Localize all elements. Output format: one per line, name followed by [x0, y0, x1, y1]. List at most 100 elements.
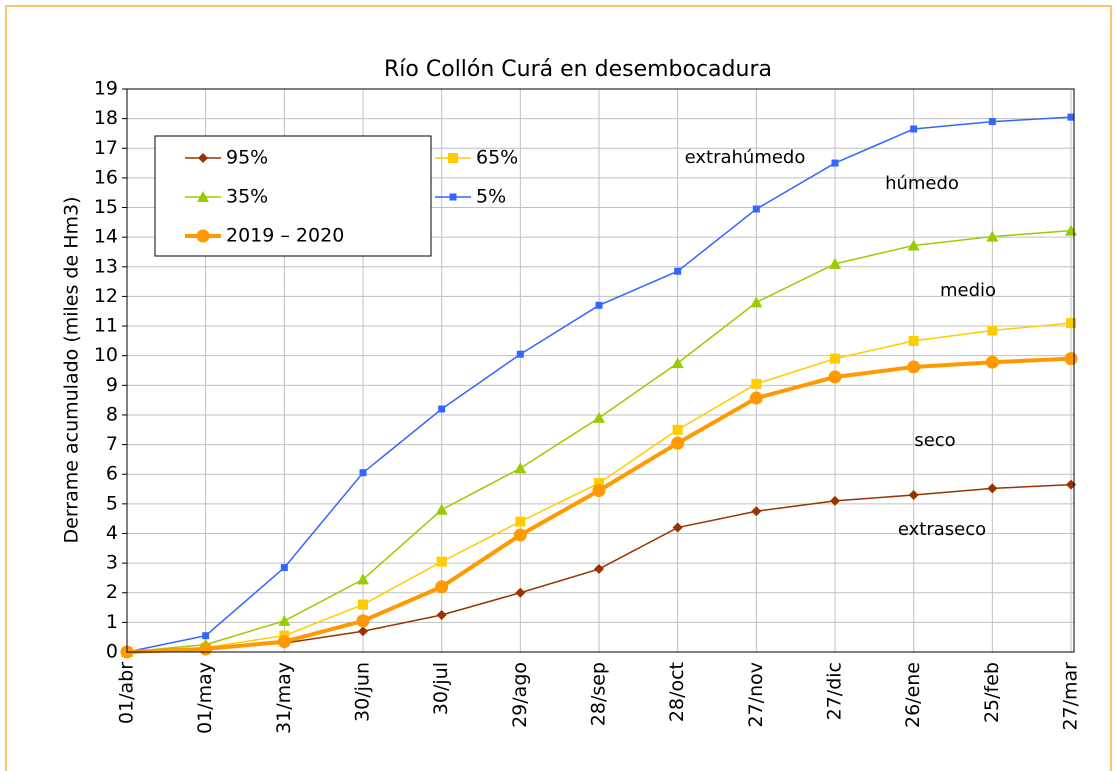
- point: [515, 516, 526, 527]
- point: [672, 522, 683, 533]
- y-tick-label: 11: [94, 315, 118, 337]
- y-tick-label: 5: [106, 492, 118, 514]
- point: [828, 370, 842, 384]
- point: [908, 335, 919, 346]
- point: [829, 257, 841, 269]
- point: [986, 230, 999, 242]
- point: [750, 296, 763, 308]
- annotation: húmedo: [885, 173, 959, 194]
- y-tick-label: 13: [94, 255, 118, 277]
- y-tick-label: 10: [94, 344, 118, 366]
- point: [357, 573, 369, 585]
- x-tick-label: 27/nov: [745, 662, 767, 728]
- y-tick-label: 14: [94, 226, 118, 248]
- point: [280, 564, 288, 572]
- x-tick-label: 25/feb: [981, 662, 1003, 723]
- point: [438, 405, 446, 413]
- y-tick-label: 0: [106, 641, 118, 663]
- x-tick-label: 29/ago: [509, 662, 531, 728]
- chart-title: Río Collón Curá en desembocadura: [384, 57, 772, 82]
- y-tick-label: 15: [94, 196, 118, 218]
- point: [356, 614, 370, 628]
- point: [907, 360, 921, 374]
- point: [594, 564, 604, 575]
- point: [202, 632, 210, 640]
- point: [198, 153, 208, 163]
- point: [593, 411, 605, 423]
- point: [671, 436, 685, 450]
- y-tick-label: 16: [94, 166, 118, 188]
- point: [358, 599, 368, 610]
- x-tick-label: 30/jul: [430, 662, 452, 715]
- y-tick-label: 7: [106, 433, 118, 455]
- legend-label: 5%: [476, 186, 506, 208]
- x-tick-label: 27/dic: [824, 662, 846, 720]
- point: [672, 424, 683, 435]
- point: [514, 462, 527, 474]
- point: [671, 357, 684, 369]
- point: [592, 484, 606, 498]
- point: [752, 205, 760, 213]
- point: [448, 153, 458, 163]
- point: [985, 355, 999, 369]
- point: [277, 635, 291, 649]
- point: [196, 229, 210, 243]
- point: [907, 239, 920, 251]
- plot-border: [126, 88, 1075, 653]
- y-tick-label: 8: [106, 403, 118, 425]
- legend-label: 35%: [226, 186, 268, 208]
- point: [436, 556, 447, 567]
- point: [449, 193, 457, 201]
- y-axis-label: Derrame acumulado (miles de Hm3): [61, 196, 83, 543]
- y-tick-label: 1: [106, 611, 118, 633]
- y-tick-label: 2: [106, 581, 118, 603]
- point: [830, 495, 840, 506]
- point: [594, 478, 604, 489]
- x-tick-label: 26/ene: [902, 662, 924, 728]
- point: [830, 353, 840, 364]
- point: [199, 642, 213, 656]
- point: [197, 191, 209, 202]
- point: [987, 325, 998, 336]
- point: [358, 626, 368, 637]
- x-tick-label: 28/sep: [588, 662, 610, 726]
- point: [435, 580, 449, 594]
- legend-label: 65%: [476, 147, 518, 169]
- point: [359, 469, 367, 477]
- y-tick-label: 4: [106, 522, 118, 544]
- y-tick-label: 9: [106, 374, 118, 396]
- point: [278, 614, 291, 626]
- point: [595, 301, 603, 309]
- point: [516, 350, 524, 358]
- x-tick-label: 01/may: [194, 662, 216, 734]
- annotation: medio: [940, 280, 996, 301]
- x-tick-label: 27/mar: [1060, 662, 1082, 731]
- point: [674, 267, 682, 275]
- point: [436, 609, 447, 620]
- y-tick-label: 6: [106, 463, 118, 485]
- point: [987, 483, 998, 494]
- point: [749, 391, 763, 405]
- point: [1064, 352, 1078, 366]
- x-tick-label: 28/oct: [666, 662, 688, 722]
- y-tick-label: 18: [94, 107, 118, 129]
- legend: 95% 65% 35% 5% 2019 – 2020: [154, 135, 518, 257]
- point: [751, 378, 762, 389]
- y-tick-label: 12: [94, 285, 118, 307]
- point: [831, 159, 839, 167]
- point: [1066, 318, 1076, 329]
- point: [1067, 113, 1075, 121]
- point: [513, 528, 527, 542]
- annotation: seco: [914, 430, 955, 451]
- x-tick-label: 31/may: [273, 662, 295, 734]
- annotation: extraseco: [898, 519, 986, 540]
- point: [435, 503, 448, 515]
- x-tick-label: 30/jun: [352, 662, 374, 722]
- y-tick-label: 19: [94, 78, 118, 100]
- point: [515, 587, 526, 598]
- y-tick-label: 3: [106, 552, 118, 574]
- annotation: extrahúmedo: [685, 147, 806, 168]
- legend-label: 2019 – 2020: [226, 225, 344, 247]
- point: [910, 125, 918, 133]
